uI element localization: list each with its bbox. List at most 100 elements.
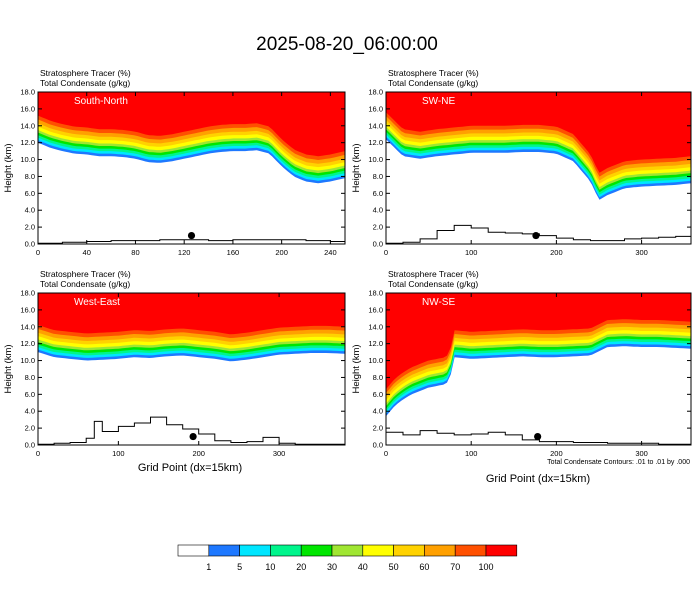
y-tick-label: 8.0 (25, 172, 35, 181)
x-tick-label: 300 (635, 248, 648, 257)
plot-frame (385, 292, 692, 446)
colorbar-swatch (393, 544, 425, 557)
panel-header-tracer: Stratosphere Tracer (%) (40, 269, 131, 279)
y-tick-label: 4.0 (25, 206, 35, 215)
y-tick-label: 18.0 (368, 88, 383, 97)
y-axis-label: Height (km) (3, 143, 14, 192)
y-tick-label: 0.0 (25, 240, 35, 249)
y-tick-label: 16.0 (20, 305, 35, 314)
colorbar-label: 10 (265, 562, 275, 572)
panel-header-condensate: Total Condensate (g/kg) (388, 78, 478, 88)
panel-header-condensate: Total Condensate (g/kg) (40, 78, 130, 88)
panel-name-label: South-North (74, 96, 128, 107)
panel-name-label: West-East (74, 297, 120, 308)
y-tick-label: 6.0 (373, 390, 383, 399)
x-tick-label: 0 (384, 449, 388, 458)
panel-name-label: NW-SE (422, 297, 455, 308)
panel-sw-ne: 0.0 2.0 4.0 6.0 8.0 10.0 12.0 14.0 16.0 18.0 0 100 2… (351, 68, 692, 257)
contour-note: Total Condensate Contours: .01 to .01 by… (547, 459, 690, 466)
terrain-line (38, 416, 345, 445)
y-tick-label: 2.0 (25, 424, 35, 433)
y-tick-label: 18.0 (368, 289, 383, 298)
y-tick-label: 14.0 (20, 121, 35, 130)
x-tick-label: 200 (550, 248, 563, 257)
y-tick-label: 6.0 (25, 390, 35, 399)
x-tick-label: 0 (36, 449, 40, 458)
y-tick-label: 2.0 (373, 223, 383, 232)
x-axis-label-right: Grid Point (dx=15km) (486, 473, 590, 485)
y-tick-label: 8.0 (373, 373, 383, 382)
colorbar-label: 100 (478, 562, 493, 572)
colorbar-label: 1 (206, 562, 211, 572)
x-tick-label: 200 (550, 449, 563, 458)
y-tick-label: 6.0 (373, 189, 383, 198)
stratosphere-region (38, 293, 345, 335)
x-tick-label: 100 (465, 449, 478, 458)
x-tick-label: 200 (192, 449, 205, 458)
colorbar-swatch (239, 544, 271, 557)
x-tick-label: 100 (465, 248, 478, 257)
panel-name-label: SW-NE (422, 96, 455, 107)
x-tick-label: 100 (112, 449, 125, 458)
x-tick-label: 160 (227, 248, 240, 257)
y-tick-label: 18.0 (20, 88, 35, 97)
stratosphere-region (386, 293, 691, 390)
y-tick-label: 0.0 (25, 441, 35, 450)
y-tick-label: 16.0 (20, 104, 35, 113)
y-tick-label: 10.0 (20, 356, 35, 365)
y-axis-label: Height (km) (351, 143, 362, 192)
x-axis-label-left: Grid Point (dx=15km) (138, 462, 242, 474)
x-tick-label: 0 (384, 248, 388, 257)
x-tick-label: 200 (275, 248, 288, 257)
y-tick-label: 2.0 (25, 223, 35, 232)
colorbar-label: 20 (296, 562, 306, 572)
colorbar: 1 5 10 20 30 40 50 60 70 100 (177, 544, 518, 572)
y-tick-label: 6.0 (25, 189, 35, 198)
colorbar-swatch (424, 544, 456, 557)
location-marker (532, 231, 540, 240)
plot-frame (37, 292, 346, 446)
panel-header-tracer: Stratosphere Tracer (%) (40, 68, 131, 78)
y-tick-label: 12.0 (368, 138, 383, 147)
colorbar-swatch (208, 544, 240, 557)
y-tick-label: 12.0 (20, 138, 35, 147)
colorbar-label: 70 (450, 562, 460, 572)
colorbar-label: 50 (389, 562, 399, 572)
panel-header-condensate: Total Condensate (g/kg) (40, 279, 130, 289)
x-tick-label: 120 (178, 248, 191, 257)
colorbar-swatch (177, 544, 210, 557)
y-tick-label: 12.0 (368, 339, 383, 348)
colorbar-swatch (270, 544, 302, 557)
location-marker (187, 231, 196, 240)
y-tick-label: 16.0 (368, 305, 383, 314)
colorbar-swatch (300, 544, 333, 557)
colorbar-swatch (331, 544, 364, 557)
x-tick-label: 300 (635, 449, 648, 458)
panel-west-east: 0.0 2.0 4.0 6.0 8.0 10.0 12.0 14.0 16.0 18.0 0 100 2… (3, 269, 346, 458)
y-axis-label: Height (km) (3, 344, 14, 393)
y-tick-label: 8.0 (25, 373, 35, 382)
plot-frame (385, 91, 692, 245)
stratosphere-region (38, 92, 345, 157)
colorbar-swatch (485, 544, 518, 557)
y-tick-label: 14.0 (20, 322, 35, 331)
y-tick-label: 4.0 (373, 206, 383, 215)
panel-header-tracer: Stratosphere Tracer (%) (388, 68, 479, 78)
panel-south-north: 0.0 2.0 4.0 6.0 8.0 10.0 12.0 14.0 16.0 18.0 0 40 80… (3, 68, 346, 257)
stratosphere-region (386, 92, 691, 173)
colorbar-swatch (454, 544, 487, 557)
y-tick-label: 12.0 (20, 339, 35, 348)
colorbar-label: 5 (237, 562, 242, 572)
terrain-line (386, 430, 691, 445)
x-tick-label: 0 (36, 248, 40, 257)
y-axis-label: Height (km) (351, 344, 362, 393)
plot-frame (37, 91, 346, 245)
x-tick-label: 80 (131, 248, 139, 257)
panel-header-condensate: Total Condensate (g/kg) (388, 279, 478, 289)
y-tick-label: 16.0 (368, 104, 383, 113)
y-tick-label: 10.0 (368, 155, 383, 164)
y-tick-label: 0.0 (373, 441, 383, 450)
x-tick-label: 300 (273, 449, 286, 458)
y-tick-label: 0.0 (373, 240, 383, 249)
